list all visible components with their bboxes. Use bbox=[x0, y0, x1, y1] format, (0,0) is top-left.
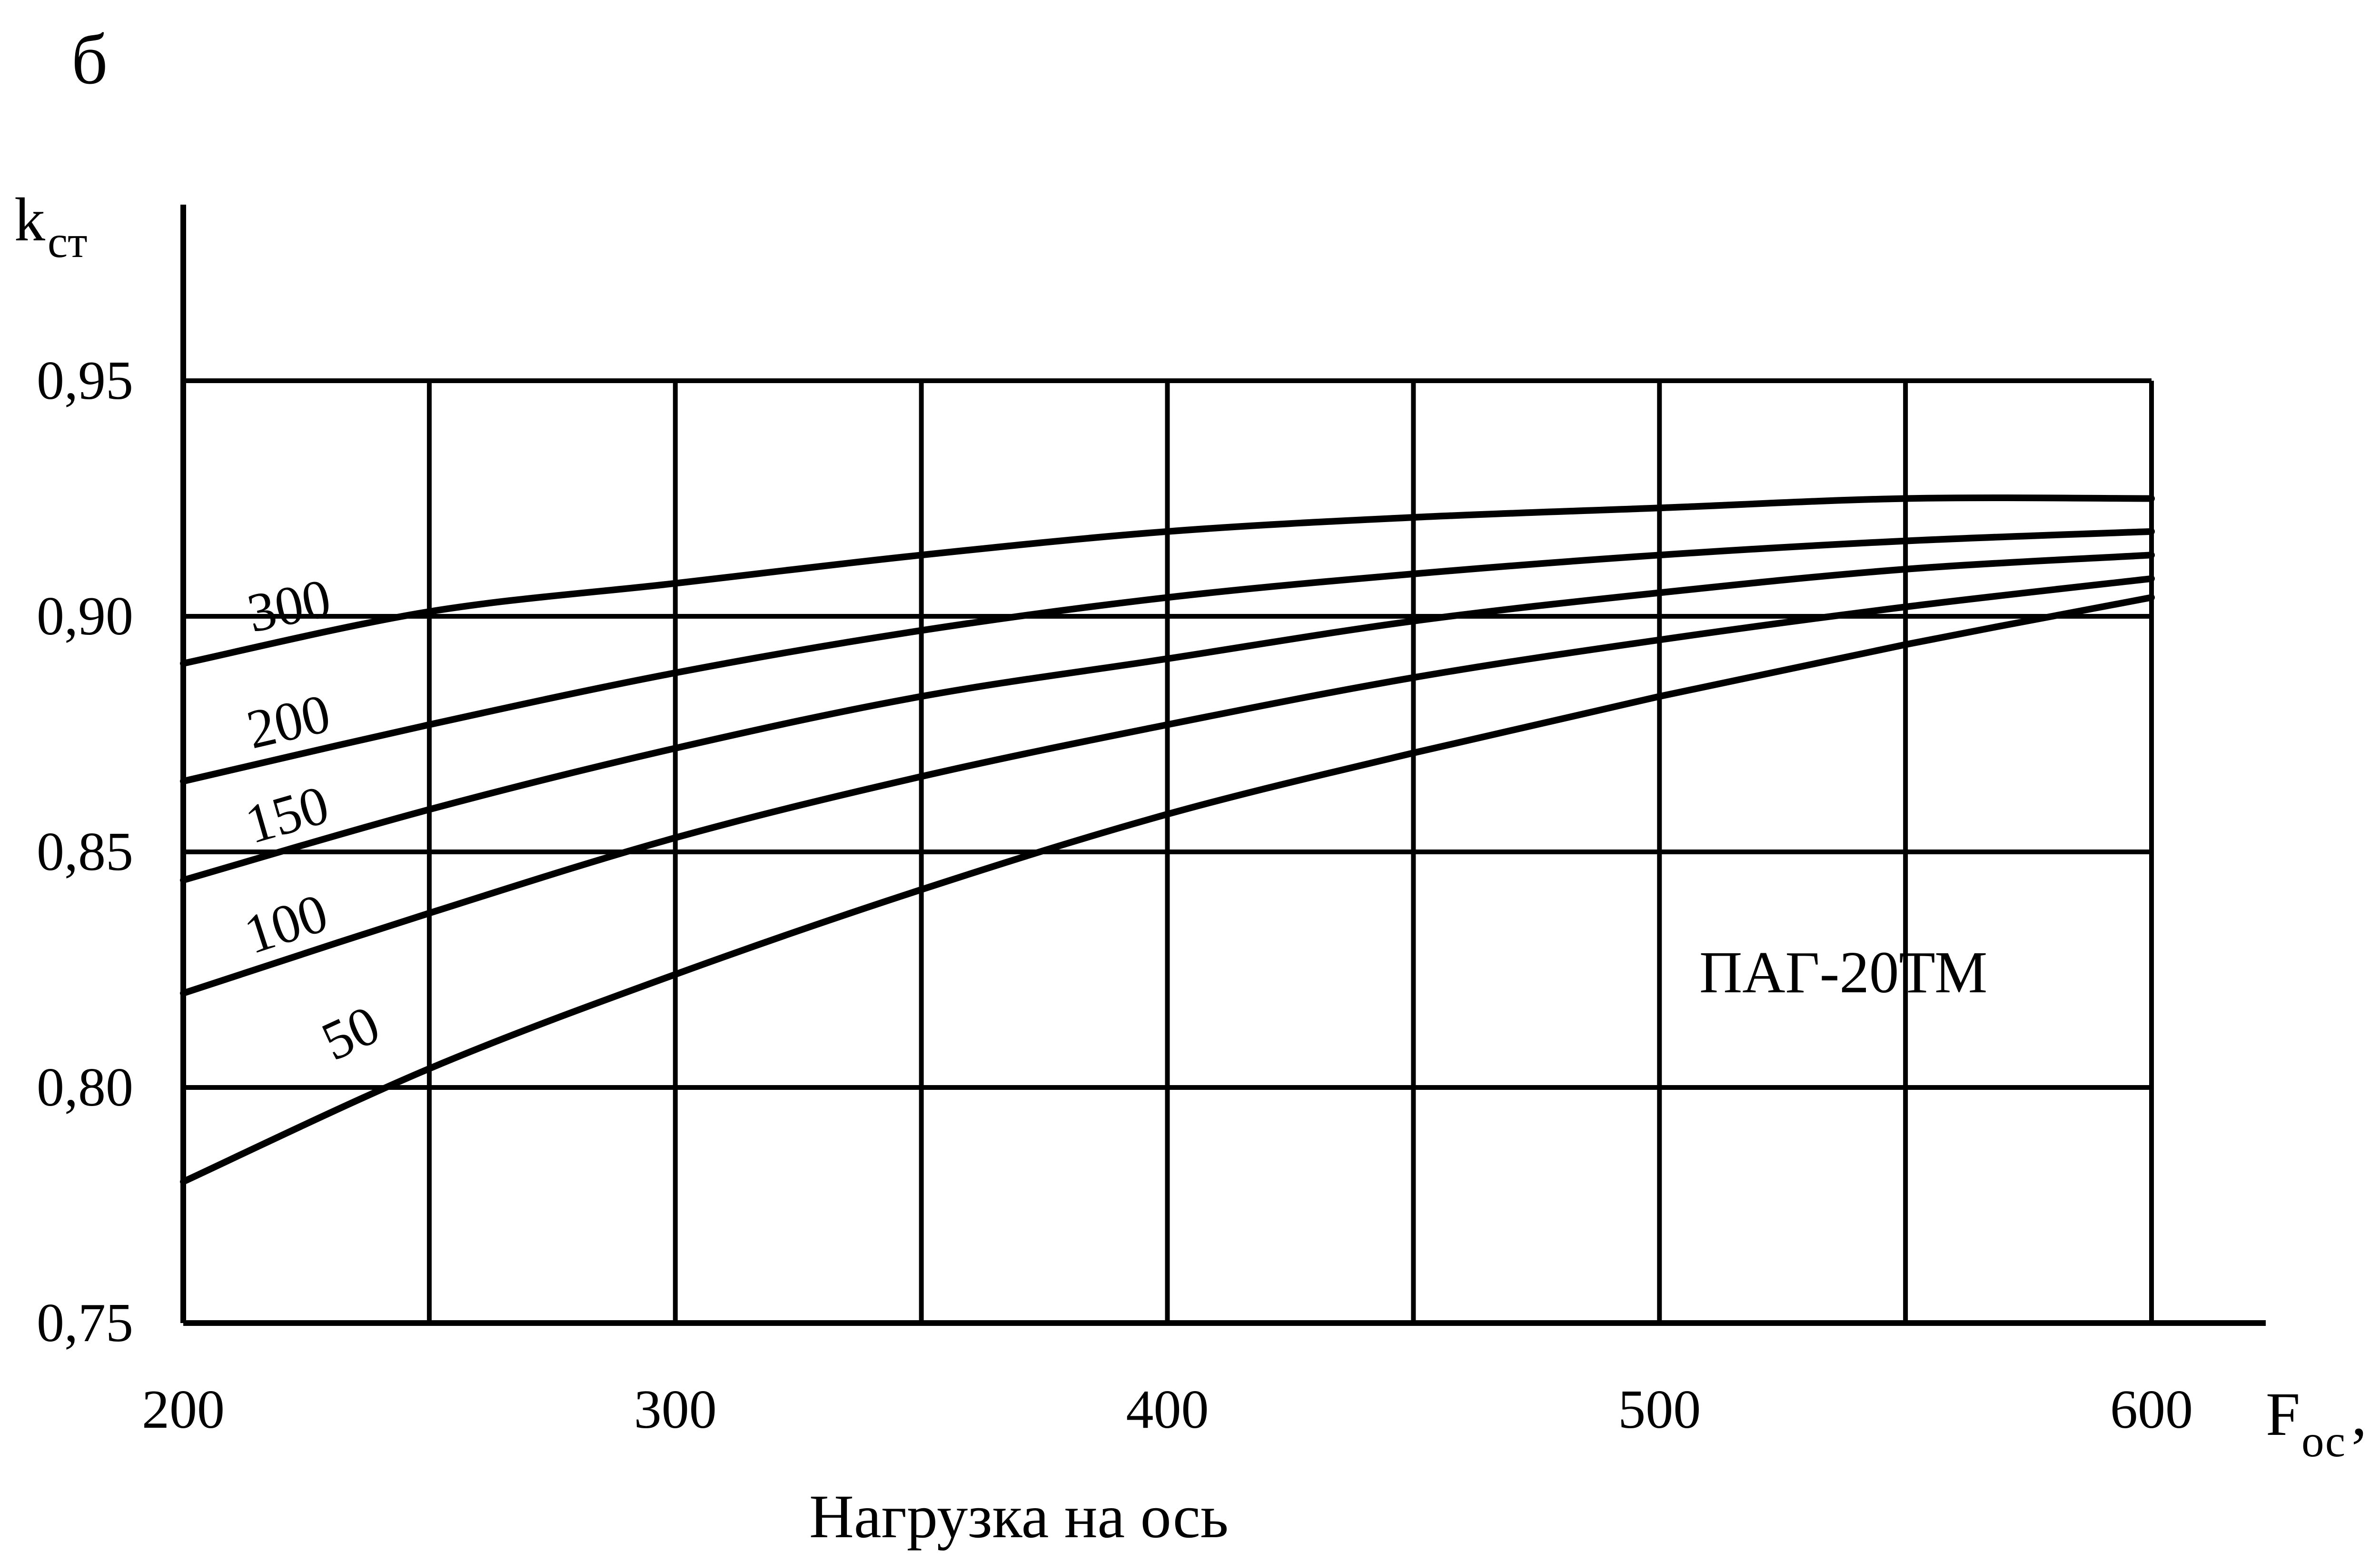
y-axis-label-main: k bbox=[14, 186, 45, 254]
y-tick-label: 0,80 bbox=[37, 1057, 133, 1118]
tick-layer: 200 300 400 500 600 0,95 0,90 0,85 0,80 0,75 bbox=[37, 350, 2193, 1440]
x-tick-label: 200 bbox=[142, 1379, 225, 1440]
y-tick-label: 0,95 bbox=[37, 350, 133, 411]
x-axis-label: F ос , кН bbox=[2266, 1380, 2380, 1466]
series-line-300 bbox=[180, 494, 2155, 667]
x-tick-label: 300 bbox=[634, 1379, 717, 1440]
x-axis-label-sub: ос bbox=[2301, 1416, 2345, 1466]
series-line-200 bbox=[180, 528, 2155, 785]
x-tick-label: 400 bbox=[1126, 1379, 1209, 1440]
y-axis-label-sub: ст bbox=[48, 217, 88, 267]
x-axis-label-unit: , кН bbox=[2351, 1380, 2380, 1449]
y-tick-label: 0,75 bbox=[37, 1293, 133, 1354]
series-label-50: 50 bbox=[313, 994, 388, 1073]
x-axis-label-main: F bbox=[2266, 1380, 2300, 1449]
x-axis-caption: Нагрузка на ось bbox=[809, 1482, 1229, 1551]
y-tick-label: 0,85 bbox=[37, 821, 133, 882]
axis-layer bbox=[180, 205, 2266, 1326]
x-tick-label: 500 bbox=[1618, 1379, 1701, 1440]
x-tick-label: 600 bbox=[2110, 1379, 2193, 1440]
series-line-50 bbox=[180, 594, 2155, 1185]
y-tick-label: 0,90 bbox=[37, 586, 133, 647]
series-label-100: 100 bbox=[237, 882, 335, 966]
grid-layer bbox=[183, 378, 2154, 1323]
chart-annotation: ПАГ-20ТМ bbox=[1699, 940, 1987, 1006]
series-line-150 bbox=[180, 552, 2155, 884]
series-line-100 bbox=[180, 575, 2155, 997]
y-axis-label: k ст bbox=[14, 186, 88, 267]
panel-label: б bbox=[71, 20, 108, 99]
